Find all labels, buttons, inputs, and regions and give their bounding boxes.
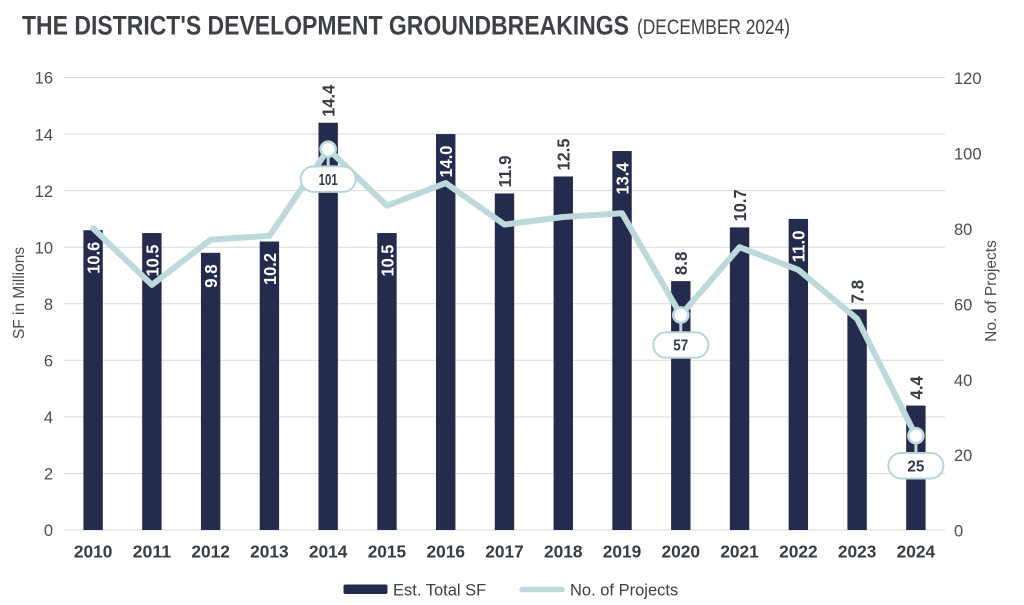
svg-text:20: 20 — [954, 447, 972, 465]
svg-text:16: 16 — [35, 70, 53, 88]
svg-text:Est. Total SF: Est. Total SF — [393, 582, 486, 600]
svg-text:9.8: 9.8 — [201, 264, 221, 288]
svg-text:10.5: 10.5 — [142, 244, 162, 276]
svg-text:10.5: 10.5 — [377, 244, 397, 276]
svg-text:10.7: 10.7 — [730, 189, 750, 221]
svg-text:2012: 2012 — [191, 542, 230, 562]
svg-text:2014: 2014 — [309, 542, 348, 562]
svg-text:80: 80 — [954, 221, 972, 239]
svg-text:(DECEMBER 2024): (DECEMBER 2024) — [637, 16, 790, 39]
svg-text:2017: 2017 — [485, 542, 524, 562]
svg-text:2011: 2011 — [133, 542, 172, 562]
svg-text:60: 60 — [954, 296, 972, 314]
svg-text:0: 0 — [954, 523, 963, 541]
svg-text:7.8: 7.8 — [848, 280, 868, 304]
svg-text:8.8: 8.8 — [671, 251, 691, 275]
svg-text:11.9: 11.9 — [495, 155, 515, 187]
svg-text:120: 120 — [954, 70, 982, 88]
svg-text:13.4: 13.4 — [612, 162, 632, 194]
svg-text:0: 0 — [44, 522, 53, 540]
svg-text:101: 101 — [319, 172, 338, 189]
svg-text:2010: 2010 — [74, 542, 113, 562]
svg-text:4: 4 — [44, 409, 53, 427]
svg-text:THE DISTRICT'S DEVELOPMENT GRO: THE DISTRICT'S DEVELOPMENT GROUNDBREAKIN… — [22, 11, 629, 41]
svg-text:4.4: 4.4 — [906, 376, 926, 400]
svg-text:2024: 2024 — [897, 542, 936, 562]
svg-text:12: 12 — [35, 183, 53, 201]
svg-text:2: 2 — [44, 466, 53, 484]
svg-text:11.0: 11.0 — [789, 230, 809, 262]
svg-text:12.5: 12.5 — [554, 138, 574, 170]
svg-text:14.0: 14.0 — [436, 145, 456, 177]
svg-text:2022: 2022 — [779, 542, 818, 562]
svg-text:14: 14 — [35, 126, 53, 144]
svg-text:25: 25 — [907, 458, 924, 475]
svg-text:2016: 2016 — [426, 542, 465, 562]
svg-text:14.4: 14.4 — [319, 85, 339, 117]
svg-text:SF in Millions: SF in Millions — [11, 247, 28, 339]
svg-text:100: 100 — [954, 146, 982, 164]
svg-text:8: 8 — [44, 296, 53, 314]
svg-text:40: 40 — [954, 372, 972, 390]
svg-text:2015: 2015 — [368, 542, 407, 562]
svg-text:10.6: 10.6 — [84, 241, 104, 273]
svg-text:2023: 2023 — [838, 542, 877, 562]
svg-text:2020: 2020 — [662, 542, 701, 562]
svg-text:No. of Projects: No. of Projects — [570, 582, 678, 600]
svg-text:57: 57 — [673, 338, 688, 355]
svg-text:2021: 2021 — [720, 542, 759, 562]
svg-text:10: 10 — [35, 239, 53, 257]
svg-text:10.2: 10.2 — [260, 253, 280, 285]
svg-text:No. of Projects: No. of Projects — [983, 240, 1000, 342]
svg-text:2019: 2019 — [603, 542, 642, 562]
svg-text:2013: 2013 — [250, 542, 289, 562]
svg-text:2018: 2018 — [544, 542, 583, 562]
svg-text:6: 6 — [44, 353, 53, 371]
